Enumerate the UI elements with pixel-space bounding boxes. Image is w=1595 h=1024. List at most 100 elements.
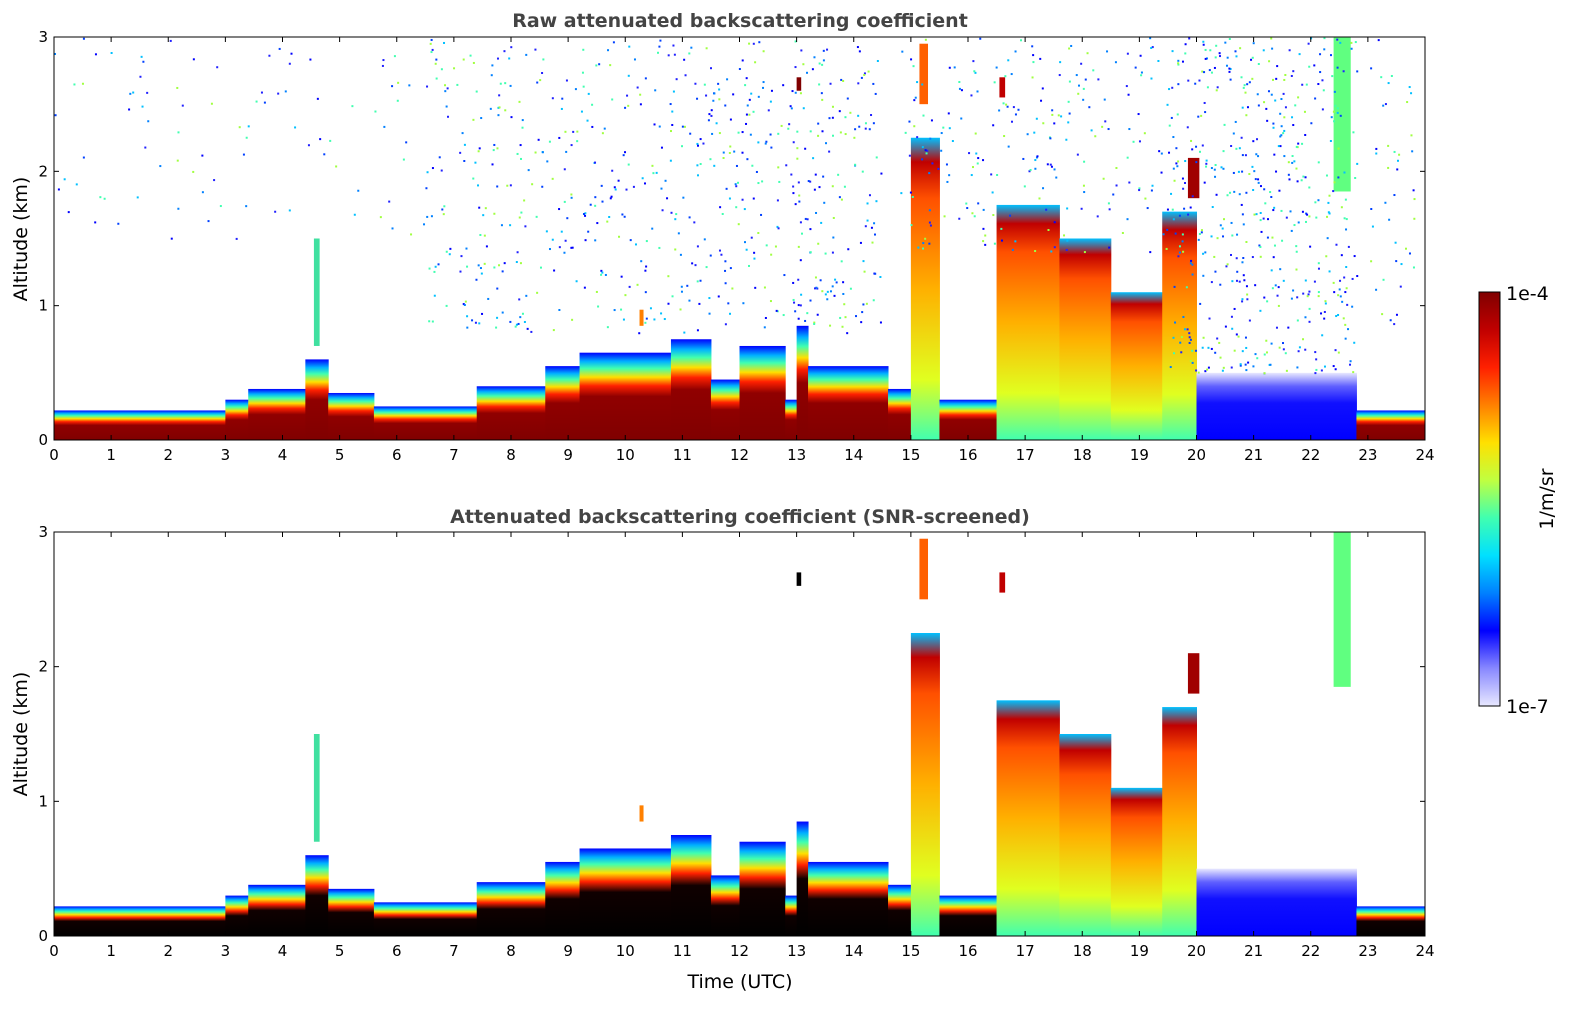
noise-pixel [245,136,248,139]
noise-pixel [790,107,793,110]
noise-pixel [712,99,715,102]
noise-pixel [1104,120,1107,123]
noise-pixel [1263,101,1266,104]
noise-pixel [757,182,760,185]
noise-pixel [1107,202,1110,205]
noise-pixel [1138,189,1141,192]
noise-pixel [675,213,678,216]
noise-pixel [1350,41,1353,44]
noise-pixel [501,311,504,314]
noise-pixel [1173,179,1176,182]
noise-pixel [504,109,507,112]
heatmap-streak [919,538,929,600]
noise-pixel [581,71,584,74]
heatmap-streak [313,734,320,842]
noise-pixel [658,125,661,128]
noise-pixel [597,305,600,308]
noise-pixel [1150,46,1153,49]
noise-pixel [1242,256,1245,259]
noise-pixel [680,285,683,288]
noise-pixel [1138,187,1141,190]
noise-pixel [1265,351,1268,354]
noise-pixel [1189,262,1192,265]
noise-pixel [1198,150,1201,153]
noise-pixel [1382,278,1385,281]
noise-pixel [1246,298,1249,301]
noise-pixel [614,188,617,191]
noise-pixel [1225,64,1228,67]
noise-pixel [141,105,144,108]
colorbar-gradient [1478,291,1501,707]
noise-pixel [1345,266,1348,269]
noise-pixel [519,316,522,319]
noise-pixel [778,180,781,183]
noise-pixel [644,77,647,80]
noise-pixel [1204,251,1207,254]
noise-pixel [1191,349,1194,352]
noise-pixel [734,183,737,186]
noise-pixel [721,212,724,215]
noise-pixel [840,260,843,263]
noise-pixel [753,251,756,254]
heatmap-layer-aerosol [670,835,712,936]
noise-pixel [1275,326,1278,329]
noise-pixel [930,119,933,122]
noise-pixel [498,264,501,267]
noise-pixel [864,122,867,125]
noise-pixel [866,202,869,205]
noise-pixel [783,274,786,277]
noise-pixel [1202,43,1205,46]
noise-pixel [718,132,721,135]
noise-pixel [769,300,772,303]
noise-pixel [491,64,494,67]
noise-pixel [238,126,241,129]
x-tick-label: 4 [278,942,288,960]
noise-pixel [1233,349,1236,352]
noise-pixel [870,226,873,229]
noise-pixel [1014,240,1017,243]
noise-pixel [900,192,903,195]
noise-pixel [833,294,836,297]
noise-pixel [633,58,636,61]
noise-pixel [1231,280,1234,283]
heatmap-streak [919,43,929,105]
noise-pixel [496,147,499,150]
noise-pixel [1308,186,1311,189]
noise-pixel [1278,346,1281,349]
noise-pixel [510,116,513,119]
noise-pixel [1263,188,1266,191]
noise-pixel [1337,176,1340,179]
noise-pixel [410,233,413,236]
noise-pixel [1210,235,1213,238]
noise-pixel [493,143,496,146]
noise-pixel [1279,145,1282,148]
noise-pixel [471,319,474,322]
noise-pixel [844,133,847,136]
noise-pixel [136,196,139,199]
noise-pixel [1315,358,1318,361]
noise-pixel [1335,243,1338,246]
x-tick-label: 8 [506,446,516,464]
noise-pixel [1178,245,1181,248]
noise-pixel [1292,124,1295,127]
noise-pixel [1405,247,1408,250]
noise-pixel [1201,70,1204,73]
y-tick-label: 0 [38,927,48,945]
noise-pixel [860,76,863,79]
noise-pixel [628,285,631,288]
noise-pixel [1384,201,1387,204]
noise-pixel [1050,250,1053,253]
heatmap-layer-cloud [1059,734,1112,936]
x-tick-label: 12 [730,446,749,464]
noise-pixel [1307,42,1310,45]
noise-pixel [1160,171,1163,174]
heatmap-streak [639,805,644,822]
noise-pixel [1304,316,1307,319]
noise-pixel [1309,245,1312,248]
noise-pixel [483,262,486,265]
noise-pixel [1280,209,1283,212]
noise-pixel [681,125,684,128]
noise-pixel [1339,295,1342,298]
noise-pixel [658,45,661,48]
noise-pixel [921,83,924,86]
